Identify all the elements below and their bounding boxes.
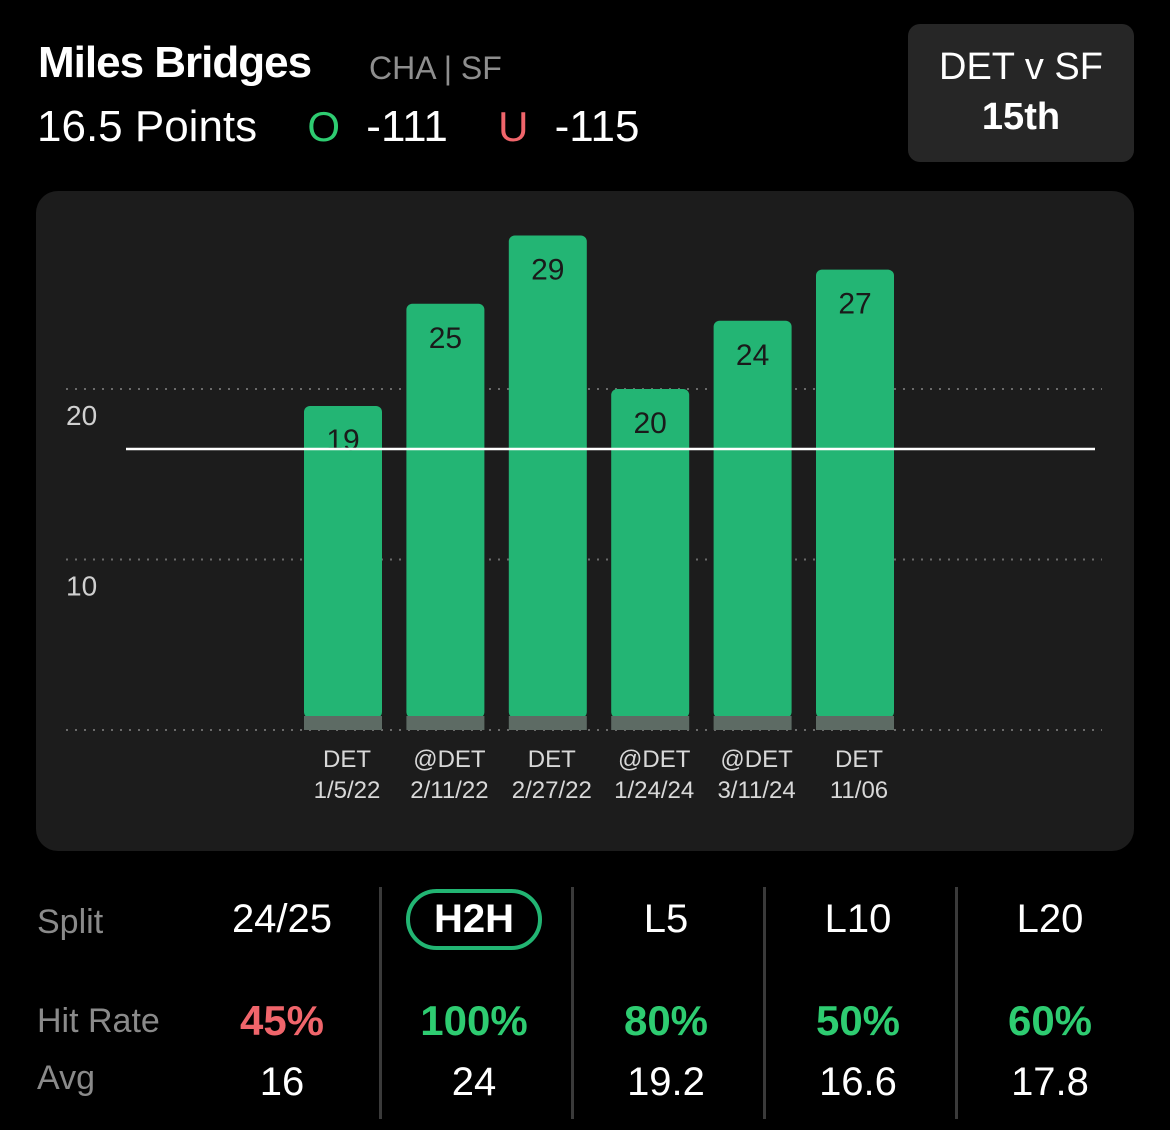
bar: [713, 320, 792, 718]
stats-table: Split Hit Rate Avg 24/25 45% 16 H2H 100% 24 L5…: [0, 885, 1170, 1130]
bar-base: [816, 716, 894, 730]
bar-value-label: 20: [634, 407, 667, 440]
bar-base: [611, 716, 690, 730]
column-divider: [379, 887, 382, 1119]
prop-line: 16.5 Points: [37, 102, 258, 151]
split-tab[interactable]: L5: [570, 897, 762, 942]
player-name: Miles Bridges: [38, 38, 312, 87]
x-category-label: 3/11/24: [717, 777, 795, 804]
x-category-label: 11/06: [830, 777, 888, 804]
x-category-label: 1/5/22: [314, 777, 381, 804]
over-odds[interactable]: -111: [366, 102, 448, 151]
column-divider: [571, 887, 574, 1119]
under-odds[interactable]: -115: [554, 102, 640, 151]
bar-base: [304, 716, 382, 730]
avg-value: 19.2: [627, 1060, 705, 1104]
avg-value: 17.8: [1011, 1060, 1089, 1104]
x-category-label: 2/11/22: [410, 777, 488, 804]
matchup-rank: 15th: [981, 96, 1061, 138]
matchup-box[interactable]: DET v SF 15th: [908, 24, 1134, 162]
bar-base: [406, 716, 485, 730]
hit-rate-value: 45%: [239, 997, 325, 1044]
prop-line-row: 16.5 Points O -111 U -115: [37, 102, 639, 152]
x-category-label: @DET: [618, 746, 691, 773]
avg-value: 16.6: [819, 1060, 897, 1104]
bar: [611, 389, 690, 718]
split-tab[interactable]: H2H: [378, 889, 570, 950]
stats-column-1: H2H 100% 24: [378, 885, 570, 1130]
bar: [816, 269, 894, 718]
bar: [406, 303, 485, 718]
x-category-label: @DET: [413, 746, 486, 773]
under-letter[interactable]: U: [498, 103, 529, 150]
bar-value-label: 27: [838, 288, 871, 321]
stats-column-4: L20 60% 17.8: [954, 885, 1146, 1130]
bar-chart: 10 20 19 DET 1/5/22 25 @DET 2/11/22 29 DET 2/27/22…: [66, 235, 1102, 804]
column-divider: [955, 887, 958, 1119]
split-tab-label: H2H: [405, 889, 543, 950]
x-category-label: @DET: [720, 746, 793, 773]
avg-value: 24: [451, 1060, 497, 1104]
hit-rate-value: 80%: [623, 997, 709, 1044]
matchup-title: DET v SF: [939, 46, 1103, 88]
x-category-label: DET: [835, 746, 883, 773]
split-tab-label: 24/25: [231, 897, 333, 941]
x-category-label: DET: [323, 746, 371, 773]
avg-value: 16: [259, 1060, 305, 1104]
y-tick-label: 20: [66, 400, 97, 431]
bar: [508, 235, 587, 719]
stats-column-2: L5 80% 19.2: [570, 885, 762, 1130]
hit-rate-value: 100%: [420, 997, 528, 1044]
hit-rate-row-label: Hit Rate: [37, 1002, 160, 1040]
stats-column-3: L10 50% 16.6: [762, 885, 954, 1130]
bar-base: [508, 716, 587, 730]
column-divider: [763, 887, 766, 1119]
split-tab[interactable]: L20: [954, 897, 1146, 942]
split-tab[interactable]: 24/25: [186, 897, 378, 942]
x-category-label: 2/27/22: [512, 777, 592, 804]
split-tab[interactable]: L10: [762, 897, 954, 942]
split-row-label: Split: [37, 903, 104, 941]
bar-value-label: 24: [736, 339, 769, 372]
split-tab-label: L5: [643, 897, 689, 941]
stats-column-0: 24/25 45% 16: [186, 885, 378, 1130]
bar-value-label: 25: [429, 322, 462, 355]
split-tab-label: L10: [824, 897, 892, 941]
chart-card: 10 20 19 DET 1/5/22 25 @DET 2/11/22 29 DET 2/27/22…: [36, 191, 1134, 851]
avg-row-label: Avg: [37, 1059, 95, 1097]
hit-rate-value: 60%: [1007, 997, 1093, 1044]
over-letter[interactable]: O: [307, 103, 341, 150]
bar-value-label: 19: [326, 424, 359, 457]
x-category-label: 1/24/24: [614, 777, 694, 804]
bar: [304, 406, 382, 718]
bar-base: [713, 716, 792, 730]
split-tab-label: L20: [1016, 897, 1084, 941]
bar-value-label: 29: [531, 254, 564, 287]
x-category-label: DET: [528, 746, 576, 773]
player-team: CHA | SF: [369, 50, 502, 86]
y-tick-label: 10: [66, 571, 97, 602]
hit-rate-value: 50%: [815, 997, 901, 1044]
